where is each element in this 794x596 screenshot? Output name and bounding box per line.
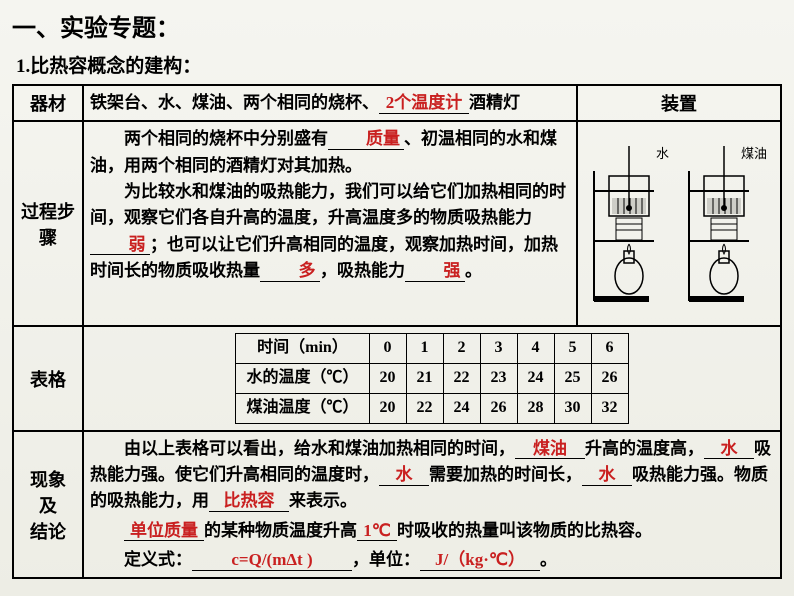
dh5: 4	[517, 334, 554, 364]
con-c2c: 时吸收的热量叫该物质的比热容。	[397, 521, 652, 540]
proc-l3d: 。	[465, 261, 482, 280]
cl-a: 现象	[30, 470, 66, 490]
con-c3c: 。	[540, 550, 557, 569]
dh7: 6	[591, 334, 628, 364]
equipment-content: 铁架台、水、煤油、两个相同的烧杯、2个温度计酒精灯	[83, 85, 577, 121]
con-c1f: 来表示。	[289, 491, 357, 510]
data-row-water: 水的温度（℃） 20 21 22 23 24 25 26	[236, 364, 628, 394]
r1c6: 25	[554, 364, 591, 394]
con-f3: 水	[379, 466, 429, 486]
r1c0: 水的温度（℃）	[236, 364, 369, 394]
procedure-label: 过程步骤	[13, 121, 83, 326]
title-main: 一、实验专题：	[12, 8, 782, 43]
proc-f3: 多	[260, 262, 320, 282]
con-c1a: 由以上表格可以看出，给水和煤油加热相同的时间，	[124, 439, 515, 458]
label-oil: 煤油	[741, 146, 767, 161]
device-label: 装置	[577, 85, 781, 121]
r1c3: 22	[443, 364, 480, 394]
con-f8: c=Q/(mΔt )	[192, 551, 352, 571]
con-c2b: 的某种物质温度升高	[204, 521, 357, 540]
r1c5: 24	[517, 364, 554, 394]
proc-l3a: 为比较水和煤油的吸热能力，我们可以给它们加热相同的时间，观察它们各自升高的温度，…	[90, 182, 566, 227]
r2c0: 煤油温度（℃）	[236, 393, 369, 423]
apparatus-oil: 煤油	[689, 146, 767, 302]
con-f5: 比热容	[209, 492, 289, 512]
device-diagram-cell: 水	[577, 121, 781, 326]
apparatus-water: 水	[594, 146, 669, 302]
cl-c: 结论	[30, 522, 66, 542]
data-header-row: 时间（min） 0 1 2 3 4 5 6	[236, 334, 628, 364]
title-sub: 1.比热容概念的建构：	[16, 51, 782, 78]
proc-f4: 强	[405, 262, 465, 282]
dh0: 时间（min）	[236, 334, 369, 364]
proc-l1a: 两个相同的烧杯中分别盛有	[124, 129, 328, 148]
r1c7: 26	[591, 364, 628, 394]
dh1: 0	[369, 334, 406, 364]
data-row-oil: 煤油温度（℃） 20 22 24 26 28 30 32	[236, 393, 628, 423]
con-c1b: 升高的温度高，	[585, 439, 704, 458]
proc-f1: 质量	[328, 130, 404, 150]
r2c3: 24	[443, 393, 480, 423]
con-f9: J/（kg·℃）	[420, 551, 540, 571]
r2c5: 28	[517, 393, 554, 423]
r2c4: 26	[480, 393, 517, 423]
apparatus-svg: 水	[584, 126, 774, 316]
dh2: 1	[406, 334, 443, 364]
table-label: 表格	[13, 326, 83, 430]
con-f7: 1℃	[357, 522, 397, 542]
con-f1: 煤油	[515, 440, 585, 460]
con-f4: 水	[582, 466, 632, 486]
r1c4: 23	[480, 364, 517, 394]
con-c3b: ，单位：	[352, 550, 420, 569]
r1c2: 21	[406, 364, 443, 394]
proc-l3c: ，吸热能力	[320, 261, 405, 280]
equipment-label: 器材	[13, 85, 83, 121]
r2c7: 32	[591, 393, 628, 423]
con-f2: 水	[704, 440, 754, 460]
r2c2: 22	[406, 393, 443, 423]
conclusion-content: 由以上表格可以看出，给水和煤油加热相同的时间，煤油升高的温度高，水吸热能力强。使…	[83, 431, 781, 579]
con-f6: 单位质量	[124, 522, 204, 542]
cl-b: 及	[39, 496, 57, 516]
procedure-content: 两个相同的烧杯中分别盛有质量、初温相同的水和煤油，用两个相同的酒精灯对其加热。 …	[83, 121, 577, 326]
r2c1: 20	[369, 393, 406, 423]
conclusion-label: 现象 及 结论	[13, 431, 83, 579]
data-table: 时间（min） 0 1 2 3 4 5 6 水的温度（℃） 20 21 22 2…	[235, 333, 628, 423]
equip-text-b: 酒精灯	[469, 93, 520, 112]
dh3: 2	[443, 334, 480, 364]
data-table-cell: 时间（min） 0 1 2 3 4 5 6 水的温度（℃） 20 21 22 2…	[83, 326, 781, 430]
con-c3a: 定义式：	[124, 550, 192, 569]
main-structure-table: 器材 铁架台、水、煤油、两个相同的烧杯、2个温度计酒精灯 装置 过程步骤 两个相…	[12, 84, 782, 579]
r2c6: 30	[554, 393, 591, 423]
con-c1d: 需要加热的时间长，	[429, 465, 582, 484]
label-water: 水	[656, 146, 669, 161]
dh6: 5	[554, 334, 591, 364]
r1c1: 20	[369, 364, 406, 394]
equip-fill: 2个温度计	[379, 94, 469, 114]
dh4: 3	[480, 334, 517, 364]
proc-f2: 弱	[90, 236, 150, 256]
equip-text-a: 铁架台、水、煤油、两个相同的烧杯、	[90, 93, 379, 112]
